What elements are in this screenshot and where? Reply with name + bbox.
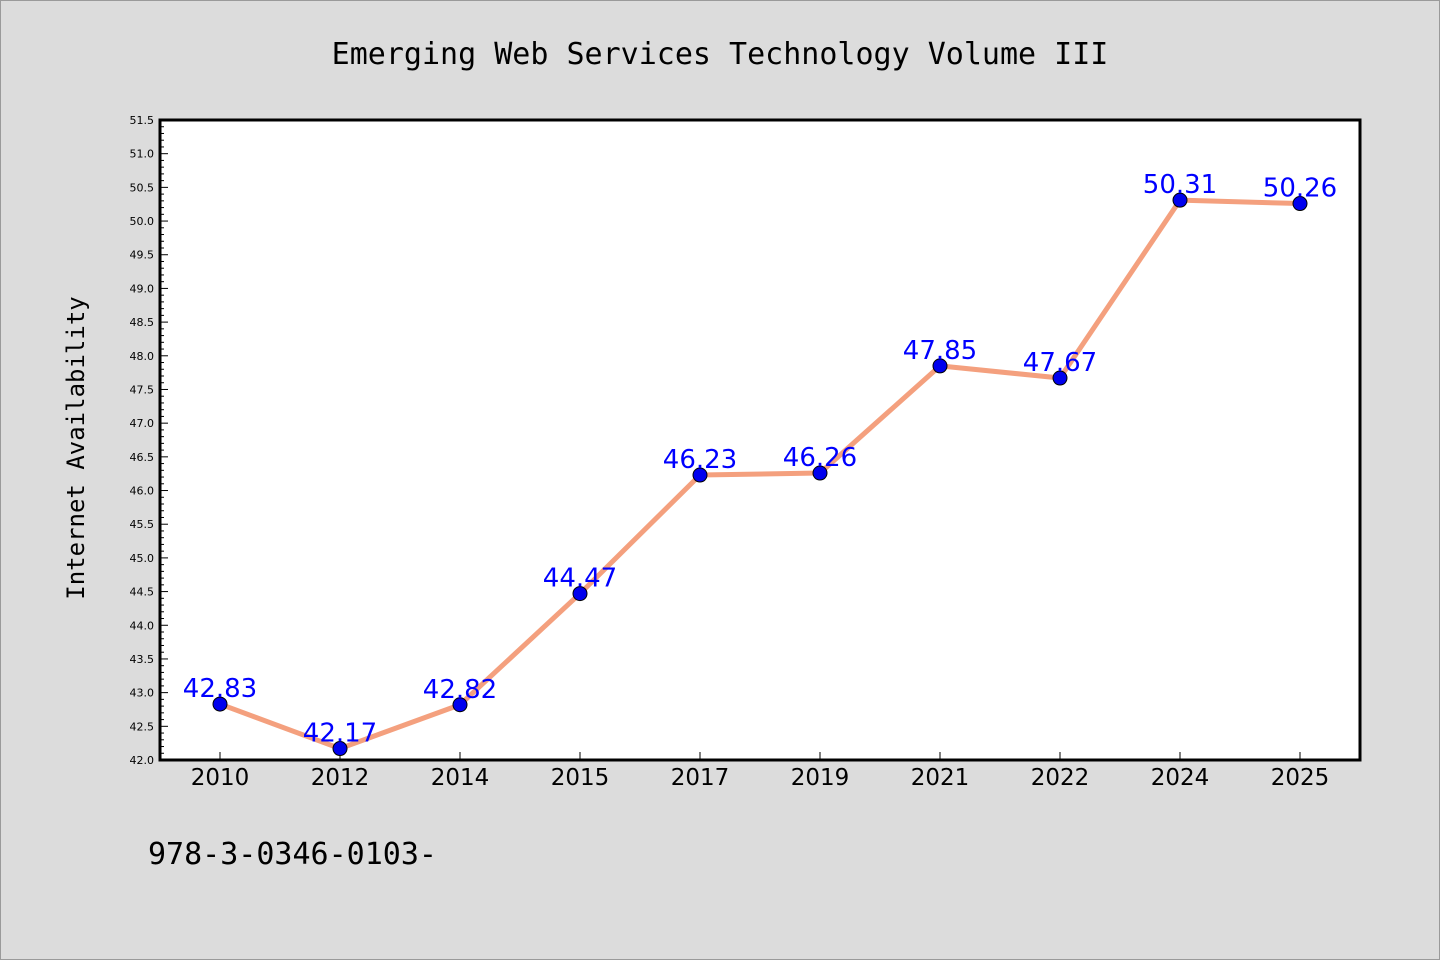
markers-group: [212, 192, 1308, 757]
data-label: 42.82: [423, 675, 497, 705]
y-tick-label: 43.0: [130, 687, 155, 700]
x-tick-label: 2022: [1031, 765, 1090, 791]
data-label: 50.26: [1263, 174, 1337, 204]
y-axis: 42.0 42.5 43.0 43.5 44.0 44.5 45.0 45.5 46.0 46.5…: [130, 114, 168, 767]
y-tick-label: 46.5: [130, 451, 155, 464]
y-tick-label: 44.5: [130, 586, 155, 599]
y-tick-label: 44.0: [130, 619, 155, 632]
x-axis: 2010 2012 2014 2015 2017 2019 2021 2022 2024 2025: [191, 752, 1330, 791]
x-tick-label: 2024: [1151, 765, 1210, 791]
x-tick-label: 2021: [911, 765, 970, 791]
y-tick-label: 47.0: [130, 417, 155, 430]
y-tick-label: 45.5: [130, 518, 155, 531]
x-tick-label: 2017: [671, 765, 730, 791]
y-tick-label: 42.0: [130, 754, 155, 767]
data-label: 46.23: [663, 445, 737, 475]
data-labels-group: 42.83 42.17 42.82 44.47 46.23 46.26 47.85 47.67…: [183, 170, 1337, 748]
isbn-footer: 978-3-0346-0103-: [148, 837, 437, 872]
y-tick-label: 50.5: [130, 181, 155, 194]
data-label: 47.67: [1023, 348, 1097, 378]
data-point-marker: [452, 697, 468, 713]
x-tick-label: 2019: [791, 765, 850, 791]
series-line-group: [217, 197, 1303, 752]
data-label: 47.85: [903, 336, 977, 366]
y-tick-label: 48.5: [130, 316, 155, 329]
y-tick-label: 49.0: [130, 282, 155, 295]
data-point-marker: [1292, 196, 1308, 212]
data-point-marker: [332, 741, 348, 757]
y-tick-label: 47.5: [130, 383, 155, 396]
y-axis-label: Internet Availability: [62, 296, 90, 599]
y-tick-label: 46.0: [130, 485, 155, 498]
data-label: 46.26: [783, 443, 857, 473]
series-line: [217, 197, 1303, 752]
chart-title: Emerging Web Services Technology Volume …: [332, 37, 1109, 72]
data-point-marker: [812, 465, 828, 481]
data-point-marker: [932, 358, 948, 374]
data-label: 50.31: [1143, 170, 1217, 200]
x-tick-label: 2015: [551, 765, 610, 791]
data-point-marker: [1172, 192, 1188, 208]
y-tick-label: 45.0: [130, 552, 155, 565]
data-label: 44.47: [543, 564, 617, 594]
data-point-marker: [212, 696, 228, 712]
data-point-marker: [1052, 370, 1068, 386]
data-label: 42.83: [183, 674, 257, 704]
data-label: 42.17: [303, 719, 377, 749]
y-tick-label: 48.0: [130, 350, 155, 363]
y-tick-label: 42.5: [130, 720, 155, 733]
y-tick-label: 51.0: [130, 148, 155, 161]
data-point-marker: [572, 586, 588, 602]
x-tick-label: 2010: [191, 765, 250, 791]
x-tick-label: 2025: [1271, 765, 1330, 791]
y-tick-label: 49.5: [130, 249, 155, 262]
data-point-marker: [692, 467, 708, 483]
y-tick-label: 50.0: [130, 215, 155, 228]
y-tick-label: 51.5: [130, 114, 155, 127]
plot-area: [158, 118, 1362, 762]
x-tick-label: 2014: [431, 765, 490, 791]
x-tick-label: 2012: [311, 765, 370, 791]
y-tick-label: 43.5: [130, 653, 155, 666]
